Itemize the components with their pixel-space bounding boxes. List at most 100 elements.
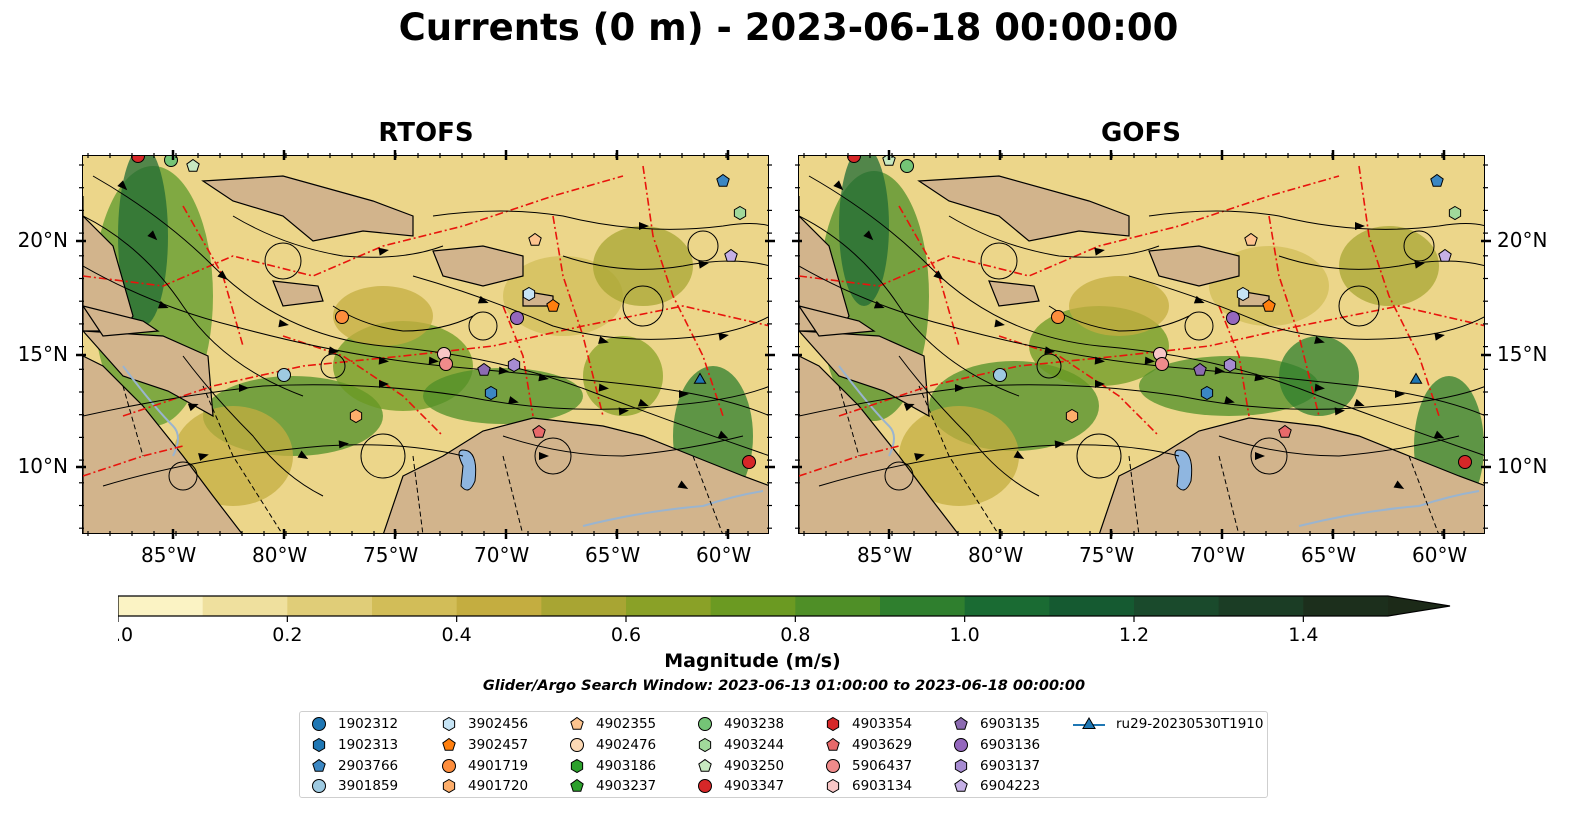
float-marker — [724, 248, 738, 262]
legend-marker-icon — [698, 758, 712, 772]
flow-arrow — [863, 230, 874, 241]
land-mass — [1148, 245, 1240, 287]
legend-marker-icon — [698, 717, 712, 731]
float-marker — [1226, 311, 1240, 325]
streamline — [332, 305, 474, 332]
legend-item: 6904223 — [952, 776, 1040, 796]
speed-patch — [839, 156, 889, 306]
flow-arrow — [698, 260, 709, 269]
x-tick-label: 85°W — [857, 543, 913, 567]
flow-arrow — [338, 440, 349, 449]
land-mass — [272, 280, 324, 307]
land-mass — [432, 245, 524, 287]
land-mass — [988, 280, 1040, 307]
legend-marker-icon — [312, 717, 326, 731]
panel-title-rtofs: RTOFS — [378, 118, 474, 148]
country-border — [918, 385, 999, 533]
eddy-streamline — [884, 461, 914, 491]
legend-label: 4901719 — [468, 757, 529, 774]
float-marker — [1448, 205, 1462, 221]
float-marker — [1193, 362, 1207, 376]
flow-arrow — [677, 480, 689, 489]
flow-arrow — [157, 300, 169, 309]
flow-arrow — [539, 452, 549, 460]
eez-boundary — [998, 335, 1160, 437]
legend-item: 4903238 — [696, 714, 784, 734]
x-tick-label: 60°W — [1412, 543, 1468, 567]
legend-item: 4903186 — [568, 756, 656, 776]
streamline — [562, 255, 768, 270]
legend-label: 4903238 — [724, 716, 785, 732]
legend-label: 6904223 — [980, 778, 1041, 795]
streamline — [799, 384, 1484, 417]
legend-marker-icon — [954, 716, 968, 730]
eez-boundary — [642, 165, 724, 417]
flow-arrow — [378, 247, 389, 256]
flow-arrow — [639, 222, 649, 230]
legend-item: 4901720 — [440, 776, 528, 796]
x-tick-label: 60°W — [696, 543, 752, 567]
float-marker — [742, 455, 756, 469]
legend-label: 4901720 — [468, 778, 529, 795]
legend-marker-icon — [826, 716, 840, 732]
country-border — [1408, 455, 1439, 533]
legend-label: 4903629 — [852, 736, 913, 753]
land-mass — [83, 355, 243, 533]
streamline — [898, 355, 1040, 497]
flow-arrow — [994, 319, 1005, 328]
legend-item: 4903237 — [568, 776, 656, 796]
flow-arrow — [477, 295, 489, 304]
land-mass — [799, 196, 850, 332]
eddy-streamline — [468, 311, 498, 341]
legend-label: 4903354 — [852, 716, 913, 732]
flow-arrow — [378, 356, 389, 365]
flow-arrow — [1314, 383, 1325, 392]
float-marker — [1278, 424, 1292, 438]
x-tick-label: 65°W — [1301, 543, 1357, 567]
float-marker — [1430, 173, 1444, 187]
legend-marker-icon — [1073, 716, 1105, 729]
flow-arrow — [1433, 430, 1445, 439]
country-border — [122, 385, 144, 457]
eez-boundary — [552, 215, 604, 417]
country-border — [502, 455, 524, 533]
legend-label: 6903134 — [852, 778, 913, 795]
colorbar-segment — [287, 596, 373, 616]
legend-marker-icon — [570, 779, 584, 793]
streamline — [232, 215, 444, 258]
y-tick-label: 15°N — [17, 342, 68, 366]
float-marker — [131, 156, 145, 163]
legend-item: 1902313 — [310, 735, 398, 755]
float-marker — [900, 159, 914, 173]
map-canvas — [799, 156, 1484, 533]
land-mass — [799, 305, 876, 337]
map-canvas — [83, 156, 768, 533]
y-tick-label: 20°N — [1497, 228, 1548, 252]
streamline — [412, 275, 768, 340]
legend-item: 6903135 — [952, 714, 1040, 734]
x-tick-label: 75°W — [363, 543, 419, 567]
float-marker — [733, 205, 747, 221]
legend-label: 2903766 — [338, 757, 399, 774]
flow-arrow — [1414, 260, 1425, 269]
eez-boundary — [1268, 215, 1320, 417]
speed-patch — [1279, 336, 1359, 416]
legend-marker-icon — [698, 779, 712, 794]
eez-boundary — [83, 175, 624, 287]
legend-label: 6903136 — [980, 736, 1041, 753]
flow-arrow — [717, 430, 729, 439]
flow-arrow — [1255, 452, 1265, 460]
colorbar-segment — [372, 596, 458, 616]
float-marker — [1458, 455, 1472, 469]
speed-patch — [593, 226, 693, 306]
land-mass — [1099, 417, 1484, 533]
x-tick-label: 70°W — [474, 543, 530, 567]
float-marker — [522, 286, 536, 302]
colorbar-segment — [456, 596, 542, 616]
flow-arrow — [1314, 336, 1325, 344]
colorbar-tick-label: 1.4 — [1288, 624, 1318, 646]
country-border — [692, 455, 723, 533]
legend-marker-icon — [954, 779, 968, 793]
flow-arrow — [538, 373, 549, 382]
legend-item: 4903347 — [696, 776, 784, 796]
